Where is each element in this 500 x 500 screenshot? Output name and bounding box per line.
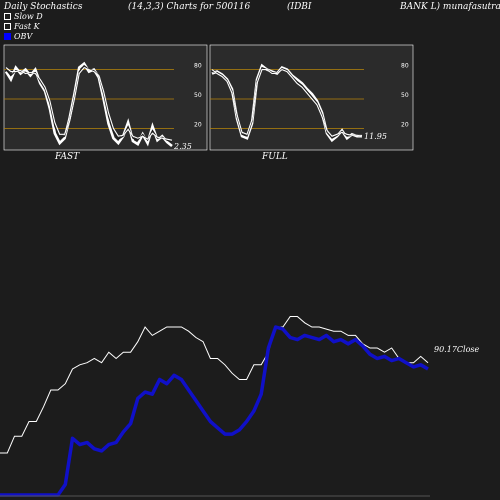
full-panel: 20 50 80 11.95: [209, 44, 414, 151]
fast-panel-title: FAST: [55, 152, 80, 162]
fast-tick-50: 50: [194, 92, 202, 99]
chart-heading: Daily Stochastics: [4, 2, 83, 12]
stock-name-part1: (IDBI: [287, 2, 312, 12]
legend-label: Slow D: [14, 12, 43, 21]
fast-panel: 20 50 80 2.35: [3, 44, 208, 151]
obv-line: [0, 325, 429, 497]
obv-panel: 90.17Close: [0, 316, 480, 497]
stock-name-part2: BANK L) munafasutra: [400, 2, 500, 12]
legend-obv: OBV: [4, 32, 32, 41]
close-price-line: [0, 316, 429, 454]
legend-label: OBV: [14, 32, 33, 41]
legend-label: Fast K: [14, 22, 40, 31]
full-tick-50: 50: [401, 92, 409, 99]
legend-swatch: [4, 33, 11, 40]
chart-params: (14,3,3) Charts for 500116: [128, 2, 251, 12]
full-tick-80: 80: [401, 63, 409, 70]
fast-line-2: [5, 66, 173, 141]
full-panel-title: FULL: [262, 152, 288, 162]
fast-tick-20: 20: [194, 121, 202, 128]
legend-swatch: [4, 23, 11, 30]
legend-slow-d: Slow D: [4, 12, 43, 21]
legend-swatch: [4, 13, 11, 20]
legend-fast-k: Fast K: [4, 22, 40, 31]
close-end-value: 90.17Close: [434, 345, 480, 354]
full-end-value: 11.95: [364, 132, 387, 141]
fast-end-value: 2.35: [173, 142, 192, 151]
full-tick-20: 20: [401, 121, 409, 128]
full-line-2: [211, 68, 363, 137]
fast-tick-80: 80: [194, 63, 202, 70]
